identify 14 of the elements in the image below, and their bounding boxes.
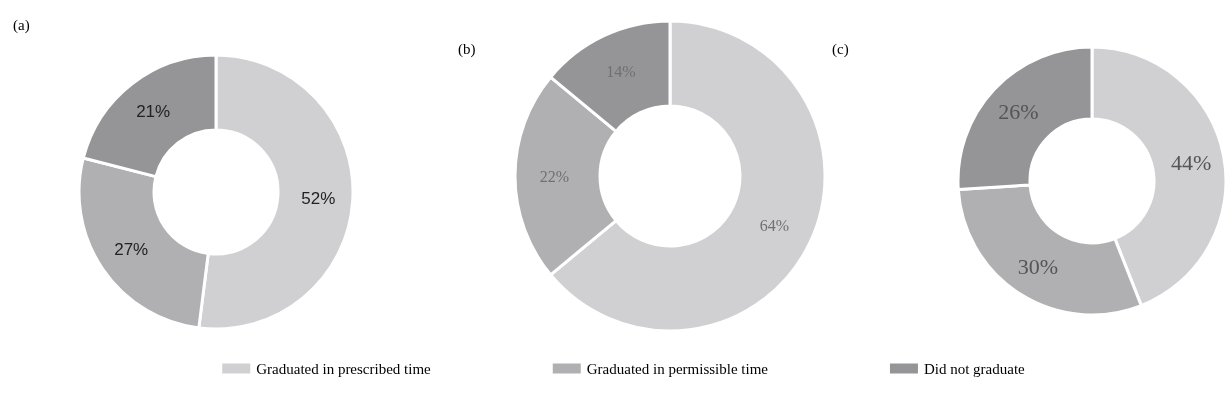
data-label: 30% <box>1017 253 1059 279</box>
chart-title: (a) <box>13 16 30 34</box>
text: (b) <box>458 40 476 58</box>
data-label: 27% <box>114 240 149 260</box>
data-label: 44% <box>1171 149 1212 175</box>
data-label: 52% <box>301 188 336 208</box>
legend-label: Did not graduate <box>923 360 1026 377</box>
data-label: 21% <box>136 101 171 121</box>
chart-title: (c) <box>832 40 849 58</box>
data-label: 26% <box>998 99 1039 125</box>
legend-label: Graduated in prescribed time <box>256 360 432 377</box>
data-label: 64% <box>759 216 790 234</box>
data-label: 22% <box>539 167 570 185</box>
legend-label: Graduated in permissible time <box>586 360 769 377</box>
